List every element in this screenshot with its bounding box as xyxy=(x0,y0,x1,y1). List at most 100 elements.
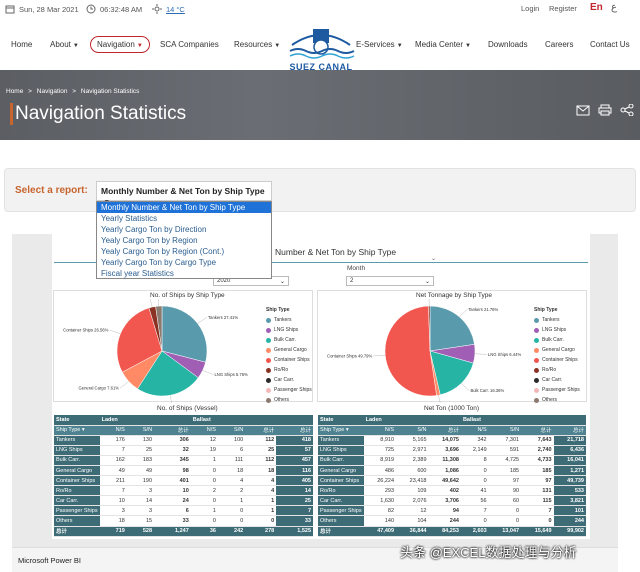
table-cell: Ro/Ro xyxy=(318,485,364,497)
table-cell: 112 xyxy=(245,435,277,446)
pie-slice[interactable] xyxy=(161,305,208,363)
table-cell: 0 xyxy=(190,465,218,477)
legend-item[interactable]: Bulk Carr. xyxy=(266,335,312,345)
table-cell: 244 xyxy=(428,515,461,527)
nav-media-center[interactable]: Media Center ▼ xyxy=(415,40,471,49)
breadcrumb-home[interactable]: Home xyxy=(6,88,24,95)
lang-en-button[interactable]: En xyxy=(590,2,603,13)
legend-item[interactable]: Container Ships xyxy=(534,355,580,365)
column-header[interactable]: N/S xyxy=(363,425,397,436)
report-option[interactable]: Yearly Cargo Ton by Direction xyxy=(101,225,207,234)
nav-downloads[interactable]: Downloads xyxy=(488,40,528,49)
report-option[interactable]: Yearly Cargo Ton by Cargo Type xyxy=(101,258,217,267)
email-icon[interactable] xyxy=(576,104,590,116)
nav-about[interactable]: About ▼ xyxy=(50,40,79,49)
chevron-down-icon[interactable]: ⌄ xyxy=(431,256,437,262)
legend-item[interactable]: LNG Ships xyxy=(534,325,580,335)
legend-item[interactable]: Ro/Ro xyxy=(266,365,312,375)
legend-item[interactable]: LNG Ships xyxy=(266,325,312,335)
slice-data-label: Ro/Ro 2.28% xyxy=(124,299,149,300)
nav-home[interactable]: Home xyxy=(11,40,33,49)
temperature-text[interactable]: 14 °C xyxy=(166,4,185,14)
table-cell: 591 xyxy=(488,445,522,456)
column-header[interactable]: S/N xyxy=(488,425,522,436)
share-icon[interactable] xyxy=(620,104,634,116)
column-header[interactable]: S/N xyxy=(126,425,155,436)
pie-slice[interactable] xyxy=(116,307,163,373)
legend-item[interactable]: Car Carr. xyxy=(534,375,580,385)
login-link[interactable]: Login xyxy=(521,4,540,13)
legend-item[interactable]: Ro/Ro xyxy=(534,365,580,375)
nav-contact-us[interactable]: Contact Us xyxy=(590,40,630,49)
table-cell: 4,733 xyxy=(521,455,554,466)
legend-item[interactable]: Tankers xyxy=(266,315,312,325)
nav-e-services[interactable]: E-Services ▼ xyxy=(356,40,403,49)
legend-item[interactable]: Tankers xyxy=(534,315,580,325)
legend-swatch xyxy=(534,357,539,363)
total-cell: 242 xyxy=(217,526,246,537)
column-header[interactable]: N/S xyxy=(99,425,127,436)
tonnage-table: State Laden Ballast Ship Type ▾ N/S S/N 总计 N/S S… xyxy=(318,415,586,537)
report-select[interactable]: Monthly Number & Net Ton by Ship Type ▾ xyxy=(96,181,272,206)
table-cell: 0 xyxy=(245,515,277,527)
legend-item[interactable]: Passenger Ships xyxy=(534,385,580,395)
legend-item[interactable]: Others xyxy=(534,395,580,405)
table-cell: LNG Ships xyxy=(318,445,364,456)
weather-item[interactable]: 14 °C xyxy=(152,4,185,14)
nav-resources[interactable]: Resources ▼ xyxy=(234,40,280,49)
pie-slice[interactable] xyxy=(137,350,199,397)
column-header[interactable]: 总计 xyxy=(428,425,461,436)
column-header[interactable]: N/S xyxy=(190,425,218,436)
pie-slice[interactable] xyxy=(429,350,474,396)
column-header[interactable]: 总计 xyxy=(276,425,313,436)
print-icon[interactable] xyxy=(598,104,612,116)
label-leader-line xyxy=(109,329,121,334)
column-header[interactable]: 总计 xyxy=(521,425,554,436)
table-cell: 8,910 xyxy=(363,435,397,446)
table-cell: Ro/Ro xyxy=(54,485,100,497)
month-filter[interactable]: 2 ⌄ xyxy=(346,276,434,286)
report-option[interactable]: Yealy Cargo Ton by Region xyxy=(101,236,198,245)
table-cell: 162 xyxy=(99,455,127,466)
legend-item[interactable]: General Cargo xyxy=(266,345,312,355)
report-option[interactable]: Fiscal year Statistics xyxy=(101,269,174,278)
legend-item[interactable]: Car Carr. xyxy=(266,375,312,385)
lang-ar-button[interactable]: ع xyxy=(611,2,617,13)
pie-slice[interactable] xyxy=(384,305,437,397)
powerbi-brand[interactable]: Microsoft Power BI xyxy=(18,556,81,565)
legend-item[interactable]: Passenger Ships xyxy=(266,385,312,395)
table-cell: 244 xyxy=(553,515,586,527)
nav-navigation[interactable]: Navigation ▼ xyxy=(90,36,150,53)
table-row: Ro/Ro 7 3 10 2 2 4 14 xyxy=(54,485,313,497)
legend-item[interactable]: Bulk Carr. xyxy=(534,335,580,345)
register-link[interactable]: Register xyxy=(549,4,577,13)
report-option[interactable]: Yearly Statistics xyxy=(101,214,158,223)
breadcrumb-navigation[interactable]: Navigation xyxy=(36,88,68,95)
column-header[interactable]: 总计 xyxy=(245,425,277,436)
sca-logo[interactable]: SUEZ CANAL AUTHORITY xyxy=(286,25,356,77)
column-header[interactable]: S/N xyxy=(217,425,246,436)
report-option[interactable]: Yealy Cargo Ton by Region (Cont.) xyxy=(101,247,225,256)
time-text: 06:32:48 AM xyxy=(100,4,143,14)
table-cell: 115 xyxy=(521,495,554,507)
column-header[interactable]: Ship Type ▾ xyxy=(318,425,364,436)
legend-item[interactable]: Container Ships xyxy=(266,355,312,365)
report-option[interactable]: Monthly Number & Net Ton by Ship Type xyxy=(97,202,271,213)
column-header[interactable]: 总计 xyxy=(553,425,586,436)
column-header[interactable]: S/N xyxy=(396,425,429,436)
nav-sca-companies[interactable]: SCA Companies xyxy=(160,40,219,49)
pie-slice[interactable] xyxy=(429,305,475,352)
pie-slice[interactable] xyxy=(428,305,431,352)
table-cell: 98 xyxy=(154,465,191,477)
column-header[interactable]: N/S xyxy=(460,425,489,436)
column-header[interactable]: Ship Type ▾ xyxy=(54,425,100,436)
table-cell: Bulk Carr. xyxy=(54,455,100,466)
column-header[interactable]: 总计 xyxy=(154,425,191,436)
legend-item[interactable]: General Cargo xyxy=(534,345,580,355)
legend-swatch xyxy=(266,357,271,363)
table-cell: 111 xyxy=(217,455,246,466)
nav-careers[interactable]: Careers xyxy=(545,40,574,49)
legend-item[interactable]: Others xyxy=(266,395,312,405)
table-cell: 3,696 xyxy=(428,445,461,456)
pie-slice[interactable] xyxy=(155,305,163,352)
